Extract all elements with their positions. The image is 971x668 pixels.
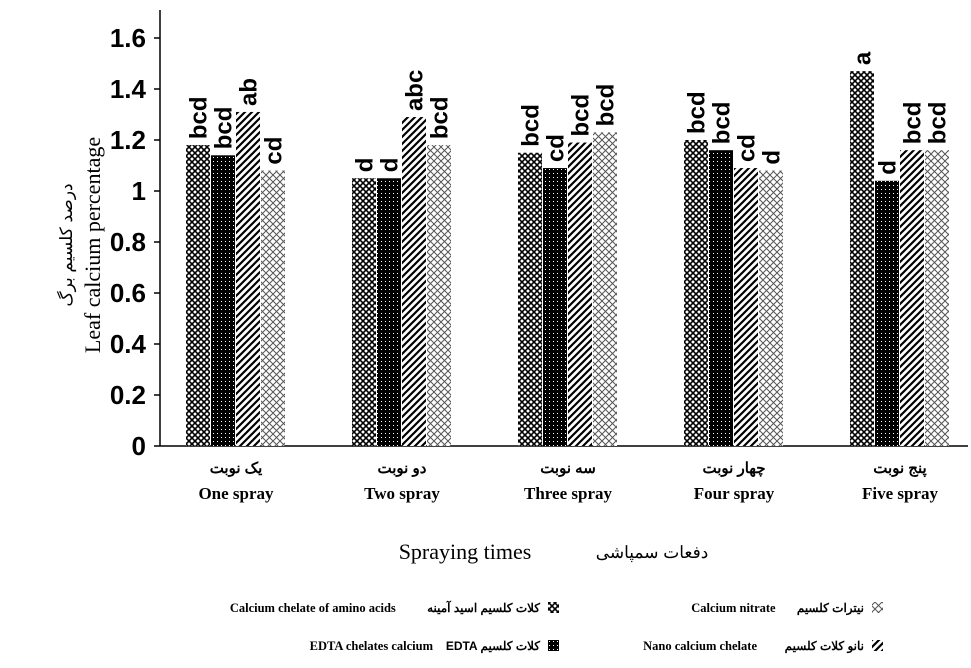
bar bbox=[427, 145, 451, 446]
legend-item: نیترات کلسیم Calcium nitrate bbox=[691, 601, 883, 616]
x-tick-label: Two spray bbox=[364, 484, 440, 503]
significance-label: d bbox=[352, 158, 379, 173]
significance-label: d bbox=[377, 158, 404, 173]
x-tick-label: Five spray bbox=[862, 484, 939, 503]
x-tick-label: Four spray bbox=[694, 484, 775, 503]
bar bbox=[875, 180, 899, 447]
significance-label: bcd bbox=[518, 104, 545, 147]
significance-label: cd bbox=[543, 134, 570, 162]
legend-swatch bbox=[548, 602, 559, 613]
bar bbox=[518, 152, 542, 446]
significance-label: bcd bbox=[900, 102, 927, 145]
significance-label: abc bbox=[402, 70, 429, 111]
bar bbox=[593, 132, 617, 446]
legend-swatch bbox=[872, 602, 883, 613]
significance-label: bcd bbox=[684, 91, 711, 134]
significance-label: bcd bbox=[568, 94, 595, 137]
legend-label: Calcium chelate of amino acids bbox=[230, 601, 396, 615]
x-axis-title-persian: دفعات سمپاشی bbox=[596, 543, 709, 563]
y-tick-label: 1 bbox=[132, 176, 146, 206]
bar bbox=[352, 178, 376, 446]
y-tick-label: 0.4 bbox=[110, 329, 147, 359]
y-tick-label: 1.4 bbox=[110, 74, 147, 104]
bar bbox=[568, 142, 592, 447]
y-tick-label: 0.2 bbox=[110, 380, 146, 410]
bar bbox=[925, 150, 949, 446]
legend-label-persian: EDTA کلات کلسیم bbox=[446, 639, 540, 654]
significance-label: a bbox=[850, 51, 877, 65]
legend-item: نانو کلات کلسیم Nano calcium chelate bbox=[643, 639, 883, 654]
significance-label: cd bbox=[734, 134, 761, 162]
legend-label: EDTA chelates calcium bbox=[310, 639, 434, 653]
significance-label: cd bbox=[261, 137, 288, 165]
x-tick-label-persian: چهار نوبت bbox=[703, 460, 766, 477]
y-tick-label: 1.2 bbox=[110, 125, 146, 155]
legend-item: EDTA کلات کلسیم EDTA chelates calcium bbox=[310, 639, 559, 654]
significance-label: bcd bbox=[186, 96, 213, 139]
bar bbox=[734, 168, 758, 447]
bar bbox=[377, 178, 401, 446]
legend-swatch bbox=[548, 640, 559, 651]
legend-swatch bbox=[872, 640, 883, 651]
bar bbox=[402, 117, 426, 447]
bar bbox=[850, 71, 874, 447]
significance-label: bcd bbox=[427, 96, 454, 139]
x-tick-label: One spray bbox=[198, 484, 274, 503]
bar bbox=[684, 140, 708, 446]
x-tick-label-persian: یک نوبت bbox=[210, 460, 263, 477]
y-tick-label: 0 bbox=[132, 431, 146, 461]
x-tick-label: Three spray bbox=[524, 484, 612, 503]
y-axis-title: Leaf calcium percentage bbox=[80, 137, 105, 353]
bar bbox=[211, 155, 235, 447]
significance-label: bcd bbox=[211, 107, 238, 150]
legend-label: Calcium nitrate bbox=[691, 601, 776, 615]
y-axis-title-persian: درصد کلسیم برگ bbox=[56, 183, 77, 306]
significance-label: bcd bbox=[709, 102, 736, 145]
y-tick-label: 0.8 bbox=[110, 227, 146, 257]
significance-label: d bbox=[759, 150, 786, 165]
significance-label: bcd bbox=[593, 84, 620, 127]
bar bbox=[236, 111, 260, 446]
y-tick-label: 1.6 bbox=[110, 23, 146, 53]
bar bbox=[759, 170, 783, 446]
significance-label: d bbox=[875, 160, 902, 175]
bar bbox=[186, 145, 210, 446]
significance-label: ab bbox=[236, 78, 263, 106]
significance-label: bcd bbox=[925, 102, 952, 145]
x-tick-label-persian: سه نوبت bbox=[540, 460, 596, 477]
legend-label: Nano calcium chelate bbox=[643, 639, 757, 653]
x-axis-title: Spraying times bbox=[399, 539, 532, 564]
legend-label-persian: نیترات کلسیم bbox=[797, 601, 864, 616]
bar bbox=[900, 150, 924, 446]
x-tick-label-persian: پنج نوبت bbox=[873, 460, 926, 478]
bar bbox=[543, 168, 567, 447]
legend-item: کلات کلسیم اسید آمینه Calcium chelate of … bbox=[230, 599, 559, 616]
y-tick-label: 0.6 bbox=[110, 278, 146, 308]
legend-label-persian: کلات کلسیم اسید آمینه bbox=[427, 599, 540, 616]
x-tick-label-persian: دو نوبت bbox=[378, 460, 427, 477]
bar bbox=[261, 170, 285, 446]
legend-label-persian: نانو کلات کلسیم bbox=[785, 639, 864, 654]
bar bbox=[709, 150, 733, 446]
